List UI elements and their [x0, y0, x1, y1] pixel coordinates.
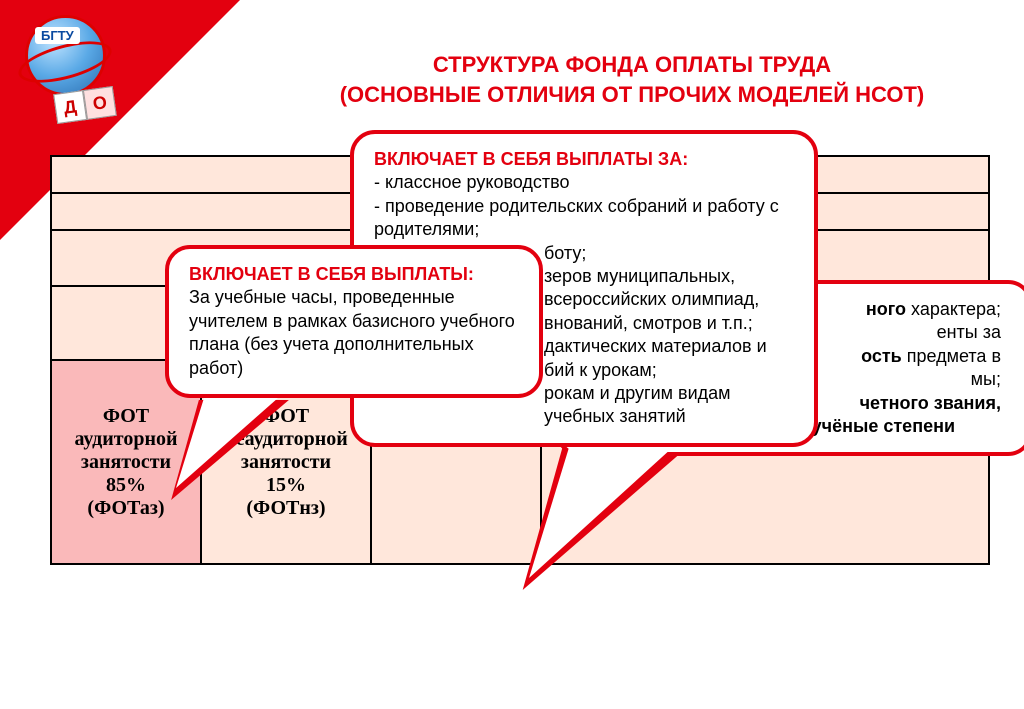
callout2-item0: - классное руководство — [374, 171, 794, 194]
logo: БГТУ Д О — [25, 15, 120, 110]
logo-abbr: БГТУ — [35, 27, 80, 44]
title-line1: СТРУКТУРА ФОНДА ОПЛАТЫ ТРУДА — [270, 50, 994, 80]
callout1-title: ВКЛЮЧАЕТ В СЕБЯ ВЫПЛАТЫ: — [189, 264, 474, 284]
callout2-title: ВКЛЮЧАЕТ В СЕБЯ ВЫПЛАТЫ ЗА: — [374, 148, 794, 171]
callout2-item1: - проведение родительских собраний и раб… — [374, 195, 794, 242]
logo-d: Д — [53, 90, 87, 124]
callout1-body: За учебные часы, проведенные учителем в … — [189, 287, 515, 377]
slide-title: СТРУКТУРА ФОНДА ОПЛАТЫ ТРУДА (ОСНОВНЫЕ О… — [270, 50, 994, 109]
title-line2: (ОСНОВНЫЕ ОТЛИЧИЯ ОТ ПРОЧИХ МОДЕЛЕЙ НСОТ… — [270, 80, 994, 110]
logo-o: О — [83, 86, 117, 120]
callout-payments: ВКЛЮЧАЕТ В СЕБЯ ВЫПЛАТЫ: За учебные часы… — [165, 245, 543, 398]
